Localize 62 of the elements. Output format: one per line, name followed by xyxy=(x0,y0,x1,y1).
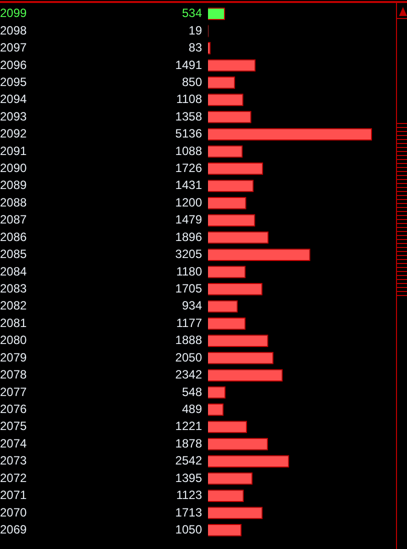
y-tick-label: 2081 xyxy=(0,316,28,330)
y-tick-label: 2092 xyxy=(0,126,28,141)
data-label: 1221 xyxy=(175,419,202,434)
data-label: 1050 xyxy=(175,522,202,537)
y-tick-label: 2082 xyxy=(0,298,28,313)
data-label: 2050 xyxy=(175,350,202,364)
y-tick-label: 2091 xyxy=(0,144,28,158)
y-tick-label: 2072 xyxy=(0,470,28,485)
data-label: 2542 xyxy=(175,454,202,468)
data-label: 489 xyxy=(182,402,202,416)
y-tick-label: 2080 xyxy=(0,333,28,348)
data-label: 1177 xyxy=(176,316,202,330)
data-label: 850 xyxy=(182,74,202,89)
y-tick-label: 2078 xyxy=(0,368,28,382)
y-tick-label: 2071 xyxy=(0,488,28,502)
y-tick-label: 2073 xyxy=(0,454,28,468)
y-tick-label: 2069 xyxy=(0,522,28,537)
data-label: 1705 xyxy=(175,282,202,296)
y-tick-label: 2087 xyxy=(0,212,28,227)
y-tick-label: 2086 xyxy=(0,230,28,244)
y-tick-label: 2090 xyxy=(0,161,28,176)
y-tick-label: 2099 xyxy=(0,6,28,20)
y-tick-label: 2070 xyxy=(0,505,28,520)
data-label: 83 xyxy=(188,40,202,55)
y-tick-label: 2096 xyxy=(0,58,28,72)
data-label: 5136 xyxy=(175,126,202,141)
data-label: 1108 xyxy=(176,92,202,106)
y-tick-label: 2085 xyxy=(0,247,28,262)
y-tick-label: 2077 xyxy=(0,384,28,399)
data-label: 1088 xyxy=(175,144,202,158)
data-label: 1878 xyxy=(175,436,202,450)
y-tick-label: 2083 xyxy=(0,282,28,296)
data-label: 1395 xyxy=(175,470,202,485)
data-label: 1888 xyxy=(175,333,202,348)
y-tick-label: 2084 xyxy=(0,264,28,278)
y-tick-label: 2093 xyxy=(0,109,28,124)
y-tick-label: 2094 xyxy=(0,92,28,106)
data-label: 1713 xyxy=(175,505,202,520)
data-label: 1431 xyxy=(175,178,202,192)
data-label: 1180 xyxy=(176,264,202,278)
data-label: 1896 xyxy=(175,230,202,244)
y-tick-label: 2098 xyxy=(0,23,28,38)
data-label: 1726 xyxy=(175,161,202,176)
y-tick-label: 2074 xyxy=(0,436,28,450)
data-label: 934 xyxy=(182,298,202,313)
data-label: 548 xyxy=(182,384,202,399)
data-label: 534 xyxy=(182,6,202,20)
y-tick-label: 2095 xyxy=(0,74,28,89)
data-label: 1479 xyxy=(175,212,202,227)
data-label: 19 xyxy=(188,23,202,38)
data-label: 2342 xyxy=(175,368,202,382)
data-label: 1358 xyxy=(175,109,202,124)
data-label: 1200 xyxy=(175,195,202,210)
y-tick-label: 2089 xyxy=(0,178,28,192)
data-label: 1491 xyxy=(175,58,202,72)
y-tick-label: 2097 xyxy=(0,40,28,55)
y-tick-label: 2075 xyxy=(0,419,28,434)
y-tick-label: 2079 xyxy=(0,350,28,364)
y-tick-label: 2088 xyxy=(0,195,28,210)
data-label: 3205 xyxy=(175,247,202,262)
y-tick-label: 2076 xyxy=(0,402,28,416)
data-label: 1123 xyxy=(176,488,202,502)
